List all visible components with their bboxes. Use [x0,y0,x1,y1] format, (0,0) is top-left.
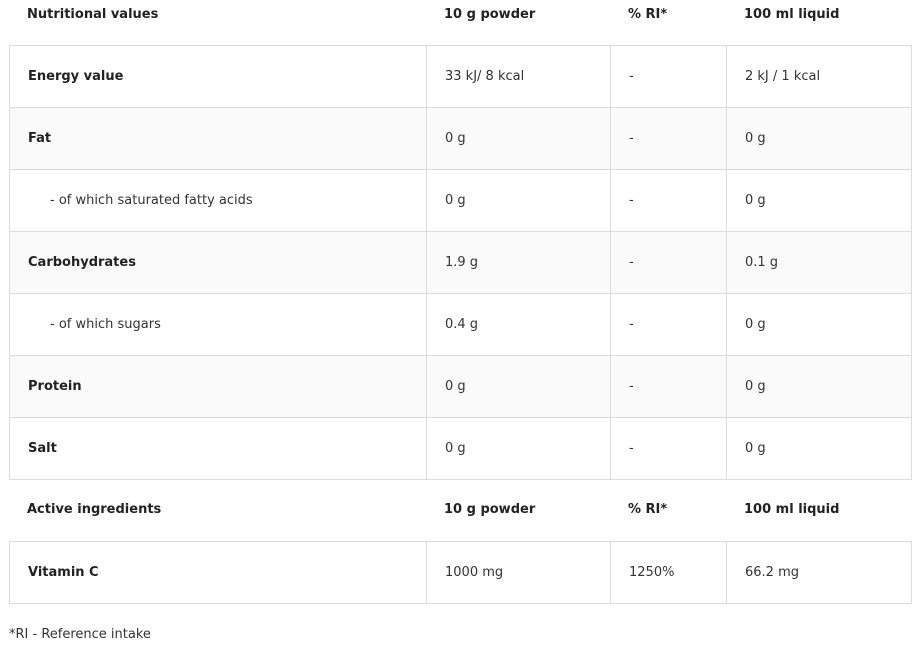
liquid-value: 2 kJ / 1 kcal [726,45,912,108]
header-active-ingredients: Active ingredients [27,502,162,517]
header-nutritional-values: Nutritional values [27,7,159,22]
liquid-value: 0 g [726,293,912,356]
ri-value: - [610,355,727,418]
nutrition-header-row: Nutritional values 10 g powder % RI* 100… [9,0,911,30]
powder-value: 1.9 g [426,231,611,294]
nutrition-table: Energy value 33 kJ/ 8 kcal -2 kJ / 1 kcal F… [9,45,912,480]
liquid-value: 0 g [726,355,912,418]
powder-value: 33 kJ/ 8 kcal [426,45,611,108]
table-row: Energy value 33 kJ/ 8 kcal -2 kJ / 1 kcal [9,45,912,108]
row-label: Protein [9,355,427,418]
row-label: - of which sugars [9,293,427,356]
row-label: Vitamin C [9,541,427,604]
ri-value: - [610,417,727,480]
row-label: Energy value [9,45,427,108]
header-liquid: 100 ml liquid [744,7,840,22]
table-row: Carbohydrates 1.9 g -0.1 g [9,231,912,294]
table-row: - of which saturated fatty acids 0 g-0 g [9,169,912,232]
table-row: Vitamin C 1000 mg 1250% 66.2 mg [9,541,912,604]
powder-value: 0 g [426,417,611,480]
active-header-row: Active ingredients 10 g powder % RI* 100… [9,495,911,525]
ri-value: - [610,169,727,232]
powder-value: 0 g [426,169,611,232]
powder-value: 0 g [426,107,611,170]
liquid-value: 0.1 g [726,231,912,294]
header-powder: 10 g powder [444,502,536,517]
header-powder: 10 g powder [444,7,536,22]
ri-value: - [610,107,727,170]
ri-value: - [610,231,727,294]
row-label: Fat [9,107,427,170]
table-row: Fat 0 g-0 g [9,107,912,170]
liquid-value: 66.2 mg [726,541,912,604]
table-row: Salt 0 g-0 g [9,417,912,480]
header-liquid: 100 ml liquid [744,502,840,517]
ri-value: 1250% [610,541,727,604]
ri-value: - [610,293,727,356]
row-label: - of which saturated fatty acids [9,169,427,232]
ri-value: - [610,45,727,108]
active-ingredients-table: Vitamin C 1000 mg 1250% 66.2 mg [9,541,912,604]
powder-value: 0.4 g [426,293,611,356]
liquid-value: 0 g [726,107,912,170]
header-ri: % RI* [628,7,668,22]
powder-value: 1000 mg [426,541,611,604]
footnote: *RI - Reference intake [9,627,151,642]
liquid-value: 0 g [726,169,912,232]
row-label: Salt [9,417,427,480]
liquid-value: 0 g [726,417,912,480]
row-label: Carbohydrates [9,231,427,294]
header-ri: % RI* [628,502,668,517]
powder-value: 0 g [426,355,611,418]
table-row: Protein 0 g-0 g [9,355,912,418]
table-row: - of which sugars 0.4 g-0 g [9,293,912,356]
